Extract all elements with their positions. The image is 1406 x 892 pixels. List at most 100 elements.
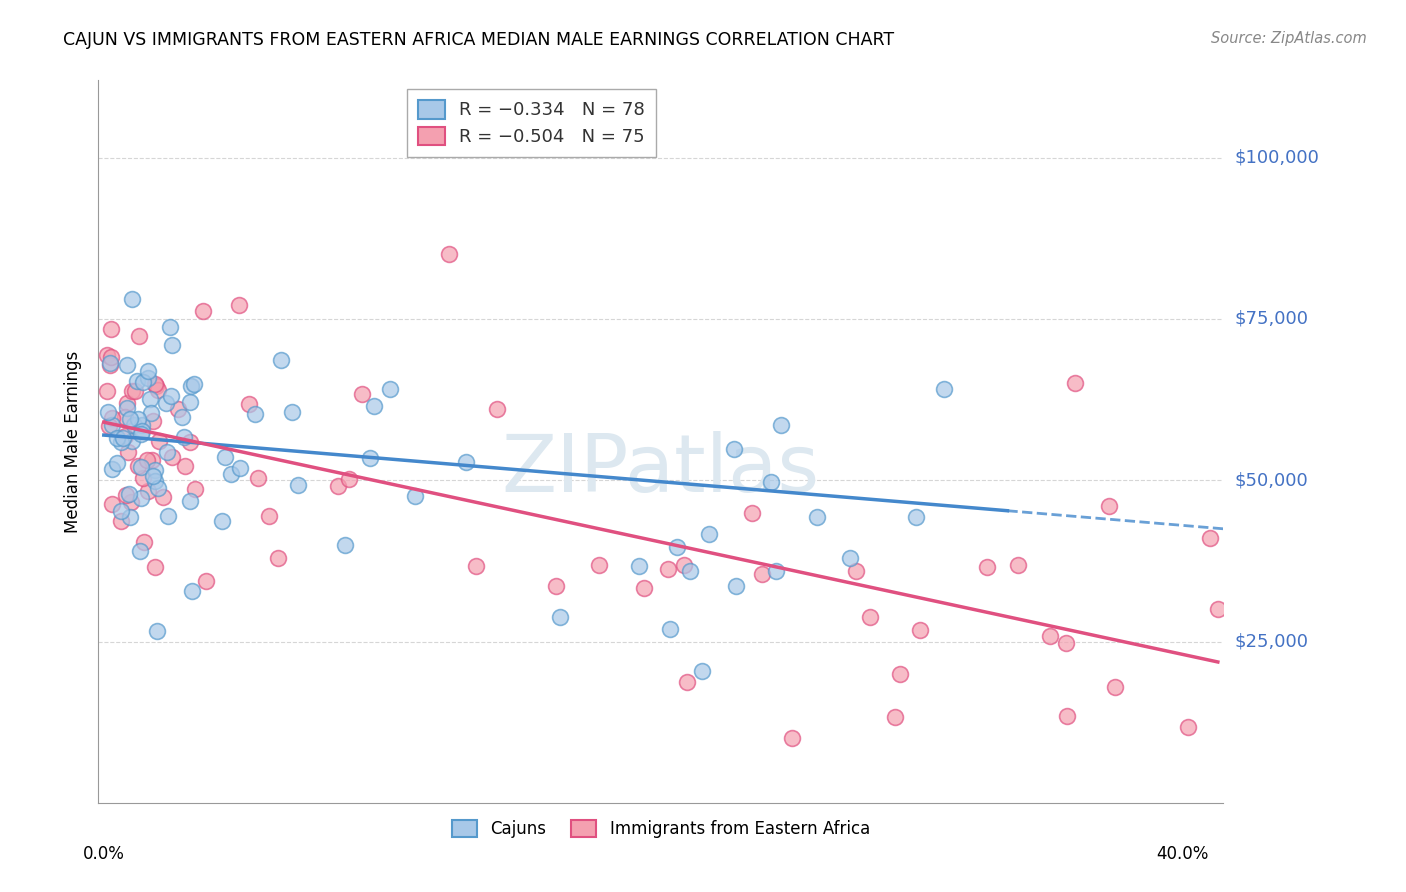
Cajuns bbox=[173, 429, 195, 443]
Immigrants from Eastern Africa bbox=[142, 414, 165, 428]
Cajuns bbox=[136, 370, 159, 384]
Immigrants from Eastern Africa bbox=[128, 329, 150, 343]
Immigrants from Eastern Africa bbox=[259, 508, 281, 523]
Cajuns bbox=[120, 412, 142, 426]
Cajuns bbox=[221, 467, 243, 481]
Immigrants from Eastern Africa bbox=[633, 582, 655, 596]
Immigrants from Eastern Africa bbox=[1054, 636, 1077, 650]
Immigrants from Eastern Africa bbox=[1206, 602, 1229, 616]
Cajuns bbox=[180, 379, 202, 393]
Immigrants from Eastern Africa bbox=[98, 359, 121, 373]
Cajuns bbox=[143, 463, 166, 477]
Immigrants from Eastern Africa bbox=[1223, 667, 1246, 681]
Immigrants from Eastern Africa bbox=[114, 409, 136, 424]
Immigrants from Eastern Africa bbox=[121, 495, 143, 509]
Text: $75,000: $75,000 bbox=[1234, 310, 1309, 328]
Cajuns bbox=[806, 510, 828, 524]
Cajuns bbox=[179, 395, 201, 409]
Cajuns bbox=[679, 564, 702, 578]
Immigrants from Eastern Africa bbox=[228, 298, 250, 312]
Cajuns bbox=[839, 551, 862, 566]
Cajuns bbox=[180, 584, 202, 599]
Text: ZIPatlas: ZIPatlas bbox=[502, 432, 820, 509]
Text: $50,000: $50,000 bbox=[1234, 471, 1308, 489]
Cajuns bbox=[118, 487, 141, 501]
Immigrants from Eastern Africa bbox=[1104, 680, 1126, 694]
Cajuns bbox=[333, 538, 356, 552]
Text: Source: ZipAtlas.com: Source: ZipAtlas.com bbox=[1211, 31, 1367, 46]
Cajuns bbox=[131, 417, 153, 432]
Cajuns bbox=[243, 407, 266, 421]
Immigrants from Eastern Africa bbox=[465, 559, 488, 574]
Immigrants from Eastern Africa bbox=[115, 488, 138, 502]
Cajuns bbox=[129, 491, 152, 505]
Immigrants from Eastern Africa bbox=[328, 479, 350, 493]
Cajuns bbox=[129, 543, 152, 558]
Immigrants from Eastern Africa bbox=[910, 623, 932, 637]
Cajuns bbox=[98, 356, 121, 370]
Immigrants from Eastern Africa bbox=[124, 384, 146, 398]
Immigrants from Eastern Africa bbox=[657, 562, 679, 576]
Cajuns bbox=[159, 319, 181, 334]
Cajuns bbox=[160, 337, 183, 351]
Cajuns bbox=[146, 481, 169, 495]
Immigrants from Eastern Africa bbox=[751, 567, 773, 582]
Immigrants from Eastern Africa bbox=[179, 434, 201, 449]
Cajuns bbox=[121, 434, 143, 448]
Immigrants from Eastern Africa bbox=[889, 666, 911, 681]
Cajuns bbox=[112, 431, 135, 445]
Immigrants from Eastern Africa bbox=[741, 507, 763, 521]
Cajuns bbox=[363, 399, 385, 413]
Cajuns bbox=[270, 352, 292, 367]
Cajuns bbox=[404, 489, 426, 503]
Immigrants from Eastern Africa bbox=[672, 558, 695, 572]
Text: 40.0%: 40.0% bbox=[1157, 845, 1209, 863]
Immigrants from Eastern Africa bbox=[884, 710, 907, 724]
Immigrants from Eastern Africa bbox=[437, 247, 460, 261]
Cajuns bbox=[127, 412, 149, 426]
Cajuns bbox=[905, 509, 928, 524]
Cajuns bbox=[170, 410, 193, 425]
Cajuns bbox=[725, 579, 748, 593]
Immigrants from Eastern Africa bbox=[337, 472, 360, 486]
Immigrants from Eastern Africa bbox=[238, 397, 260, 411]
Text: 0.0%: 0.0% bbox=[83, 845, 125, 863]
Cajuns bbox=[136, 364, 159, 378]
Immigrants from Eastern Africa bbox=[152, 490, 174, 504]
Y-axis label: Median Male Earnings: Median Male Earnings bbox=[65, 351, 83, 533]
Cajuns bbox=[101, 461, 124, 475]
Immigrants from Eastern Africa bbox=[114, 429, 136, 443]
Immigrants from Eastern Africa bbox=[194, 574, 217, 588]
Cajuns bbox=[127, 375, 149, 389]
Cajuns bbox=[97, 404, 120, 418]
Cajuns bbox=[627, 559, 650, 574]
Immigrants from Eastern Africa bbox=[859, 610, 882, 624]
Cajuns bbox=[214, 450, 236, 465]
Immigrants from Eastern Africa bbox=[115, 396, 138, 410]
Cajuns bbox=[122, 418, 145, 433]
Immigrants from Eastern Africa bbox=[485, 402, 508, 417]
Immigrants from Eastern Africa bbox=[131, 471, 153, 485]
Immigrants from Eastern Africa bbox=[96, 384, 118, 398]
Cajuns bbox=[659, 622, 682, 636]
Text: CAJUN VS IMMIGRANTS FROM EASTERN AFRICA MEDIAN MALE EARNINGS CORRELATION CHART: CAJUN VS IMMIGRANTS FROM EASTERN AFRICA … bbox=[63, 31, 894, 49]
Immigrants from Eastern Africa bbox=[1063, 376, 1085, 391]
Immigrants from Eastern Africa bbox=[546, 579, 568, 593]
Immigrants from Eastern Africa bbox=[166, 401, 188, 416]
Cajuns bbox=[228, 460, 250, 475]
Cajuns bbox=[690, 664, 713, 678]
Immigrants from Eastern Africa bbox=[132, 535, 155, 549]
Cajuns bbox=[155, 396, 177, 410]
Cajuns bbox=[183, 377, 205, 392]
Immigrants from Eastern Africa bbox=[100, 351, 122, 365]
Cajuns bbox=[359, 450, 381, 465]
Cajuns bbox=[146, 624, 169, 638]
Immigrants from Eastern Africa bbox=[350, 387, 373, 401]
Immigrants from Eastern Africa bbox=[1007, 558, 1029, 572]
Immigrants from Eastern Africa bbox=[675, 675, 697, 690]
Immigrants from Eastern Africa bbox=[193, 304, 215, 318]
Immigrants from Eastern Africa bbox=[1039, 629, 1062, 643]
Cajuns bbox=[138, 392, 160, 406]
Immigrants from Eastern Africa bbox=[780, 731, 803, 746]
Immigrants from Eastern Africa bbox=[160, 450, 183, 464]
